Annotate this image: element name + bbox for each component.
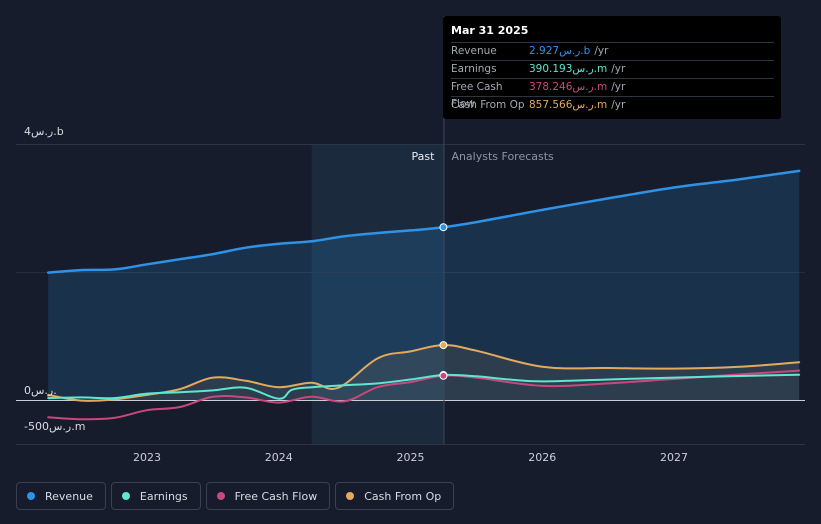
x-tick-label: 2027 <box>660 451 688 464</box>
series-line-revenue <box>46 169 801 274</box>
marker-cash-from-op <box>439 341 448 350</box>
tooltip-row-cash-from-op: Cash From Op 857.566ر.س.m/yr <box>451 96 774 114</box>
tooltip-unit: /yr <box>594 45 609 57</box>
area-revenue <box>48 170 800 400</box>
forecast-label: Analysts Forecasts <box>451 150 554 163</box>
legend-item-revenue[interactable]: Revenue <box>16 482 106 510</box>
tooltip-unit: /yr <box>611 99 626 111</box>
legend: Revenue Earnings Free Cash Flow Cash Fro… <box>16 482 455 510</box>
tooltip-value: 857.566ر.س.m <box>529 99 608 111</box>
tooltip-row-earnings: Earnings 390.193ر.س.m/yr <box>451 60 774 78</box>
x-tick-label: 2023 <box>133 451 161 464</box>
x-tick-label: 2026 <box>528 451 556 464</box>
legend-label: Earnings <box>139 489 188 503</box>
tooltip-date: Mar 31 2025 <box>451 24 529 37</box>
x-tick-label: 2024 <box>265 451 293 464</box>
tooltip-value: 378.246ر.س.m <box>529 81 608 93</box>
tooltip: Mar 31 2025 Revenue 2.927ر.س.b/yr Earnin… <box>443 16 781 119</box>
marker-free-cash-flow <box>439 371 448 380</box>
tooltip-label: Earnings <box>451 63 497 75</box>
legend-item-free-cash-flow[interactable]: Free Cash Flow <box>205 482 331 510</box>
legend-item-earnings[interactable]: Earnings <box>110 482 201 510</box>
legend-dot-icon <box>121 492 130 500</box>
tooltip-unit: /yr <box>611 63 626 75</box>
tooltip-row-revenue: Revenue 2.927ر.س.b/yr <box>451 42 774 60</box>
tooltip-unit: /yr <box>611 81 626 93</box>
y-tick-label: -500ر.س.m <box>24 420 85 433</box>
tooltip-value: 2.927ر.س.b <box>529 45 591 57</box>
past-highlight <box>311 144 444 444</box>
legend-dot-icon <box>346 492 355 500</box>
legend-dot-icon <box>216 492 225 500</box>
x-tick-label: 2025 <box>397 451 425 464</box>
tooltip-label: Free Cash Flow <box>451 81 503 110</box>
legend-label: Free Cash Flow <box>234 489 318 503</box>
marker-revenue <box>439 223 448 232</box>
past-label: Past <box>412 150 436 163</box>
y-tick-label: 4ر.س.b <box>24 125 64 138</box>
y-tick-label: 0ر.س. <box>24 384 57 397</box>
tooltip-label: Cash From Op <box>451 99 525 111</box>
series-line-earnings <box>47 373 801 400</box>
tooltip-label: Revenue <box>451 45 497 57</box>
series-line-free-cash-flow <box>47 369 801 421</box>
legend-label: Revenue <box>45 489 93 503</box>
tooltip-row-free-cash-flow: Free Cash Flow 378.246ر.س.m/yr <box>451 78 774 110</box>
legend-label: Cash From Op <box>364 489 442 503</box>
tooltip-value: 390.193ر.س.m <box>529 63 608 75</box>
legend-item-cash-from-op[interactable]: Cash From Op <box>335 482 455 510</box>
legend-dot-icon <box>27 492 35 500</box>
